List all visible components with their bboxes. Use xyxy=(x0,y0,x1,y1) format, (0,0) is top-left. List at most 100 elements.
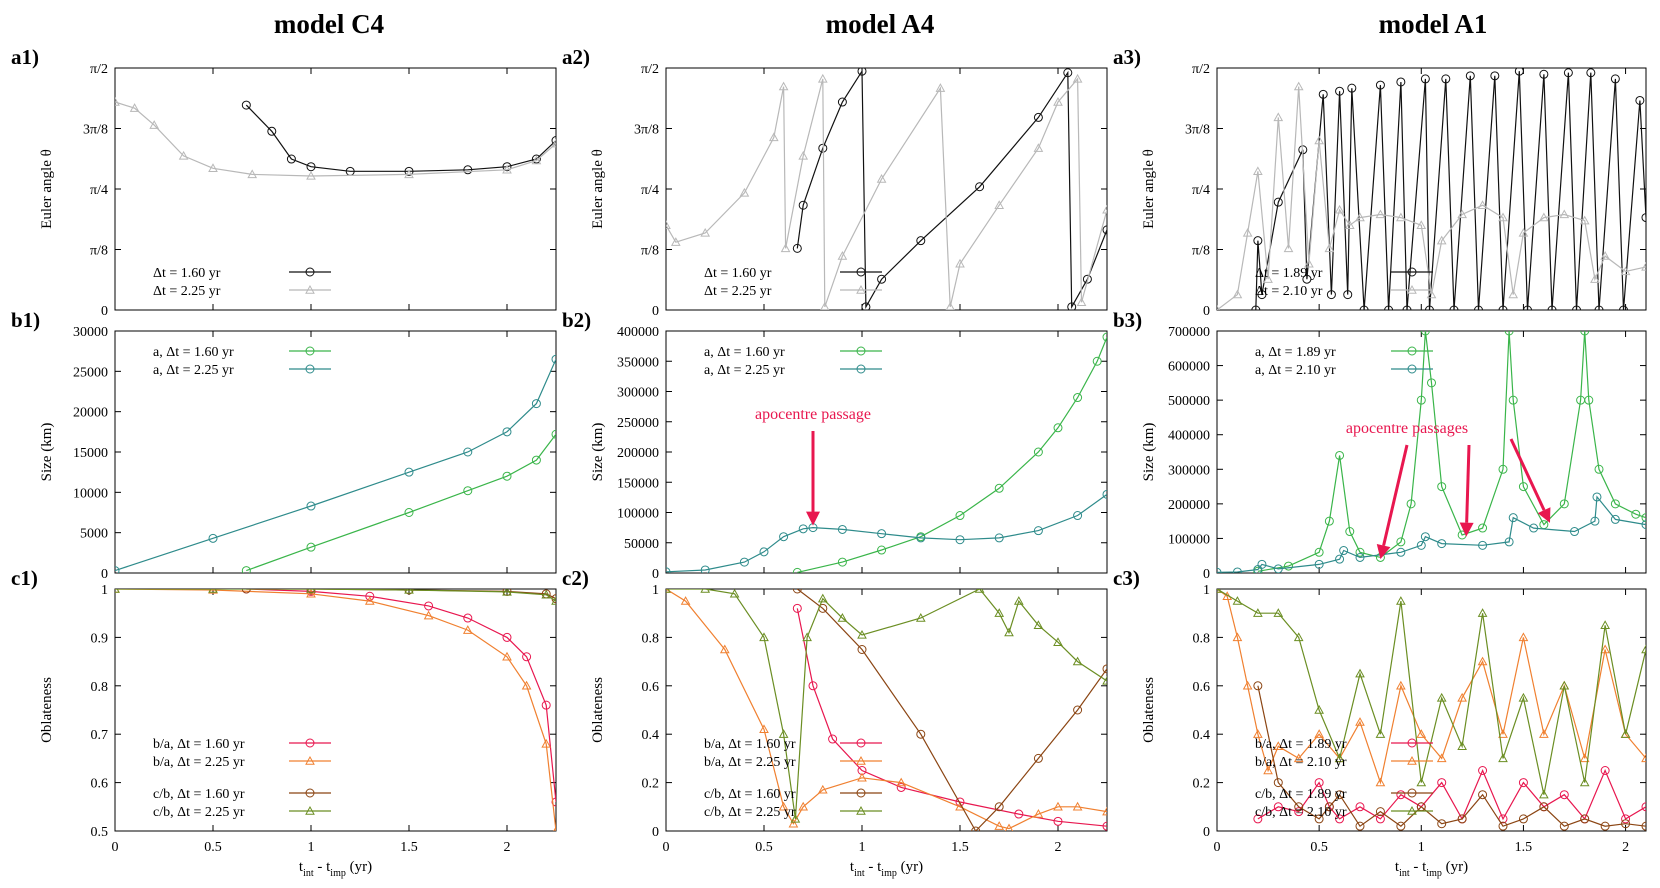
data-point xyxy=(1324,243,1335,253)
series-line xyxy=(1255,71,1646,310)
data-point xyxy=(1478,523,1488,533)
y-tick-label: 0.2 xyxy=(1193,777,1211,792)
series-line xyxy=(246,433,556,572)
y-tick-label: π/4 xyxy=(641,183,659,198)
x-axis-label-part: (yr) xyxy=(346,859,372,875)
data-point xyxy=(1314,559,1324,569)
data-point xyxy=(1257,290,1267,300)
data-point xyxy=(1518,227,1529,237)
data-point xyxy=(779,532,789,542)
series-line xyxy=(1217,86,1646,310)
data-point xyxy=(1436,692,1447,702)
data-point xyxy=(1518,814,1528,824)
data-point xyxy=(1559,821,1569,831)
data-point xyxy=(1375,777,1386,787)
data-point xyxy=(1635,95,1645,105)
data-point xyxy=(1498,753,1508,763)
data-point xyxy=(1426,289,1437,299)
data-point xyxy=(462,625,473,634)
x-axis-label: tint - timp (yr) xyxy=(299,859,372,879)
panel-b1: b1) 0 5000 10000 15000 20000 25000 30000 Size (k… xyxy=(11,308,557,582)
data-point xyxy=(1416,540,1426,550)
y-axis-label: Euler angle θ xyxy=(590,149,606,229)
series-line xyxy=(115,589,556,602)
data-point xyxy=(1053,637,1063,646)
data-point xyxy=(1518,482,1528,492)
data-point xyxy=(1478,766,1488,775)
data-point xyxy=(551,797,556,807)
y-tick-label: 400000 xyxy=(1168,429,1210,444)
data-point xyxy=(792,567,802,573)
y-tick-label: 200000 xyxy=(1168,498,1210,513)
series-line xyxy=(246,589,556,803)
data-point xyxy=(1420,532,1430,542)
x-axis-label-part: - t xyxy=(314,859,331,875)
data-point xyxy=(778,81,789,91)
data-point xyxy=(1335,814,1345,824)
series-line xyxy=(666,493,1107,573)
data-point xyxy=(877,545,887,555)
data-point xyxy=(1294,802,1304,812)
y-axis-label: Size (km) xyxy=(590,423,606,482)
data-point xyxy=(551,136,556,146)
data-point xyxy=(129,103,140,112)
y-tick-label: 1 xyxy=(1203,583,1210,598)
data-point xyxy=(531,399,541,409)
data-point xyxy=(971,826,981,831)
data-point xyxy=(876,174,887,183)
legend-label: a, Δt = 2.25 yr xyxy=(153,363,234,378)
y-tick-label: 1 xyxy=(652,583,659,598)
x-tick-label: 1.5 xyxy=(951,840,969,855)
data-point xyxy=(1457,209,1467,219)
column-title-a1: model A1 xyxy=(1379,9,1488,39)
panel-label: c2) xyxy=(562,566,589,590)
series-line xyxy=(666,589,1107,819)
data-point xyxy=(861,302,871,310)
data-point xyxy=(1102,664,1107,674)
data-point xyxy=(1579,777,1590,787)
y-tick-label: 0.6 xyxy=(642,680,660,695)
y-tick-label: 15000 xyxy=(73,446,108,461)
data-point xyxy=(1437,778,1447,788)
legend-swatch-marker xyxy=(305,267,315,277)
data-point xyxy=(1416,777,1427,787)
data-point xyxy=(1273,112,1284,122)
legend-label: Δt = 2.25 yr xyxy=(704,284,772,299)
data-point xyxy=(666,220,671,229)
data-point xyxy=(817,784,828,794)
data-point xyxy=(1314,814,1324,824)
data-point xyxy=(463,165,473,175)
legend-swatch-marker xyxy=(1407,284,1417,294)
series-group xyxy=(115,96,556,180)
panel-label: a3) xyxy=(1113,45,1141,69)
data-point xyxy=(1004,627,1014,637)
data-point xyxy=(1457,814,1467,824)
data-point xyxy=(1529,523,1539,533)
data-point xyxy=(877,274,887,284)
y-tick-label: 300000 xyxy=(617,386,659,401)
data-point xyxy=(916,236,926,246)
data-point xyxy=(1102,675,1107,685)
data-point xyxy=(1033,447,1043,457)
x-tick-label: 2 xyxy=(504,840,511,855)
data-point xyxy=(1437,539,1447,549)
data-point xyxy=(1283,243,1294,253)
data-point xyxy=(1013,596,1024,605)
data-point xyxy=(306,589,316,594)
data-point xyxy=(1072,801,1083,811)
panel-a2: a2) 0 π/8 π/4 3π/8 π/2 Euler angle θ Δt = 1.60 … xyxy=(562,45,1108,319)
panel-label: b3) xyxy=(1113,308,1142,332)
data-point xyxy=(424,601,434,611)
panel-b3: b3) 0 100000 200000 300000 400000 500000 600000… xyxy=(1113,308,1647,582)
data-point xyxy=(1594,464,1604,474)
data-point xyxy=(1251,305,1261,310)
data-point xyxy=(1619,305,1629,310)
legend-label: a, Δt = 2.10 yr xyxy=(1255,363,1336,378)
legend-label: a, Δt = 1.60 yr xyxy=(704,345,785,360)
data-point xyxy=(404,166,414,176)
series-group xyxy=(1217,589,1646,831)
plot-frame xyxy=(1216,330,1647,574)
legend-label: Δt = 1.60 yr xyxy=(704,266,772,281)
legend-swatch-marker xyxy=(305,364,315,374)
panel-label: a1) xyxy=(11,45,39,69)
